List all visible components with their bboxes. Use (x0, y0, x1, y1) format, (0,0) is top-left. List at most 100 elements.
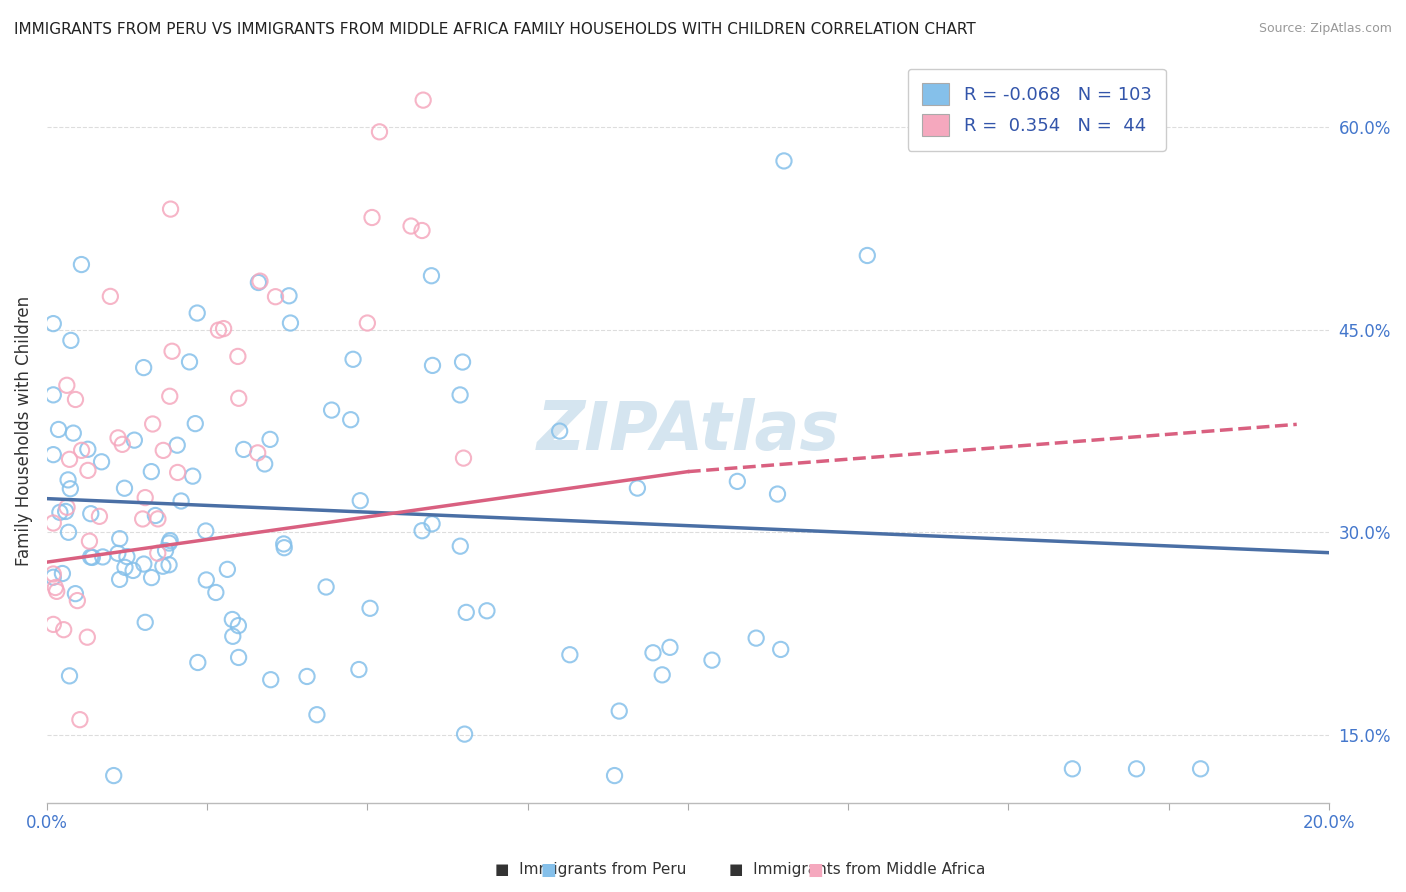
Point (187, 656, 209, 670)
Point (141, 465, 163, 479)
Point (221, 612, 243, 626)
Point (347, 663, 370, 677)
Point (114, 481, 136, 495)
Point (349, 493, 371, 508)
Point (89, 509, 111, 524)
Point (321, 403, 343, 417)
Point (159, 202, 181, 216)
Point (1062, 762, 1084, 776)
Point (111, 437, 134, 451)
Point (247, 276, 270, 290)
Point (361, 211, 384, 225)
Point (157, 536, 180, 550)
Point (42, 388, 65, 402)
Point (146, 546, 169, 560)
Point (856, 248, 879, 262)
Point (548, 424, 571, 438)
Point (77, 463, 100, 477)
Point (449, 539, 471, 553)
Point (356, 316, 378, 330)
Point (58, 452, 80, 467)
Point (195, 573, 218, 587)
Point (69, 713, 91, 727)
Point (186, 306, 208, 320)
Point (48, 422, 70, 436)
Point (773, 153, 796, 168)
Point (49, 505, 72, 519)
Point (453, 451, 475, 466)
Point (725, 475, 748, 489)
Point (658, 640, 681, 655)
Point (80, 507, 103, 521)
Point (411, 524, 433, 538)
Point (246, 446, 269, 460)
Point (273, 541, 295, 555)
Point (411, 223, 433, 237)
Point (62, 426, 84, 441)
Point (194, 524, 217, 538)
Point (264, 290, 287, 304)
Point (166, 438, 188, 452)
Point (641, 646, 664, 660)
Point (76, 630, 98, 644)
Point (249, 274, 271, 288)
Text: ■: ■ (540, 861, 557, 879)
Point (70, 258, 93, 272)
Point (184, 417, 207, 431)
Point (422, 359, 444, 373)
Point (108, 532, 131, 546)
Point (451, 355, 474, 369)
Point (122, 564, 145, 578)
Y-axis label: Family Households with Children: Family Households with Children (15, 296, 32, 566)
Point (260, 673, 283, 687)
Point (59, 482, 82, 496)
Point (145, 508, 167, 523)
Point (217, 562, 239, 576)
Point (152, 443, 174, 458)
Point (103, 768, 125, 782)
Point (79, 550, 101, 565)
Point (278, 289, 301, 303)
Text: IMMIGRANTS FROM PERU VS IMMIGRANTS FROM MIDDLE AFRICA FAMILY HOUSEHOLDS WITH CHI: IMMIGRANTS FROM PERU VS IMMIGRANTS FROM … (14, 22, 976, 37)
Point (420, 268, 443, 283)
Point (65, 392, 87, 407)
Point (66, 593, 89, 607)
Point (339, 413, 361, 427)
Point (359, 601, 381, 615)
Point (456, 606, 478, 620)
Point (745, 631, 768, 645)
Point (44, 581, 66, 595)
Point (449, 388, 471, 402)
Point (146, 512, 169, 526)
Point (52, 623, 75, 637)
Text: Source: ZipAtlas.com: Source: ZipAtlas.com (1258, 22, 1392, 36)
Point (1189, 762, 1212, 776)
Text: ■: ■ (807, 861, 824, 879)
Point (114, 560, 136, 574)
Point (280, 316, 302, 330)
Point (232, 442, 254, 457)
Point (42, 567, 65, 582)
Point (181, 469, 204, 483)
Point (107, 431, 129, 445)
Text: ■  Immigrants from Middle Africa: ■ Immigrants from Middle Africa (730, 863, 986, 877)
Point (626, 481, 648, 495)
Point (58, 669, 80, 683)
Point (342, 352, 364, 367)
Point (368, 125, 391, 139)
Point (90, 455, 112, 469)
Point (82, 550, 104, 565)
Point (305, 707, 328, 722)
Point (157, 558, 180, 572)
Point (56, 473, 79, 487)
Point (76, 442, 98, 457)
Point (420, 516, 443, 531)
Point (259, 433, 281, 447)
Text: ZIPAtlas: ZIPAtlas (536, 398, 839, 464)
Point (228, 618, 250, 632)
Point (70, 443, 93, 458)
Point (65, 587, 87, 601)
Point (45, 584, 67, 599)
Point (769, 642, 792, 657)
Point (79, 534, 101, 549)
